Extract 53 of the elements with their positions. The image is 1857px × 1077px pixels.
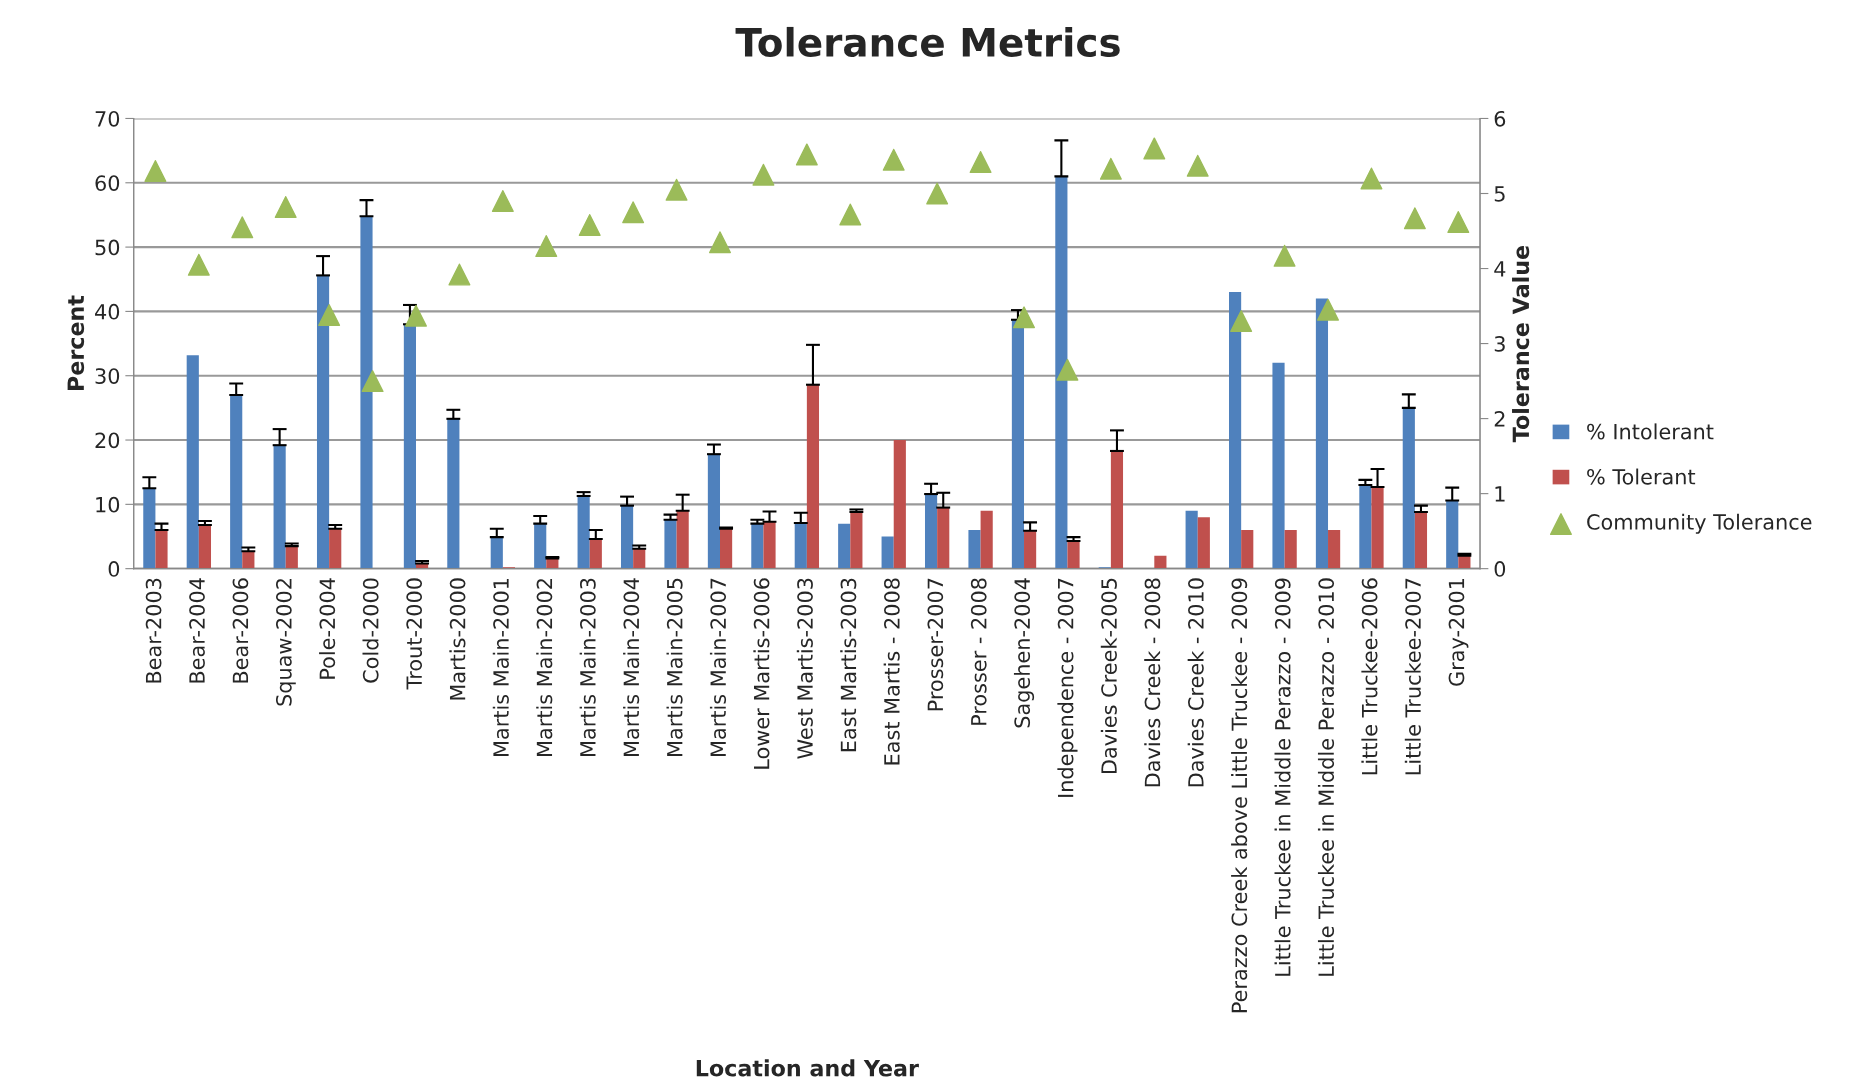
y-tick-label: 30 bbox=[95, 368, 120, 384]
y-tick-label: 0 bbox=[108, 561, 120, 577]
y-tick-label: 20 bbox=[95, 432, 120, 449]
x-tick-label: Martis Main-2004 bbox=[623, 578, 640, 756]
y-tick-label: 10 bbox=[96, 496, 120, 513]
x-tick-label: Perazzo Creek above Little Truckee - 2009 bbox=[1231, 578, 1248, 1013]
y-axis-title: Percent bbox=[67, 295, 85, 391]
x-tick-label: East Martis-2003 bbox=[840, 578, 857, 752]
y-tick-label: 40 bbox=[95, 303, 120, 320]
x-tick-label: Independence - 2007 bbox=[1057, 578, 1078, 797]
y2-axis-title: Tolerance Value bbox=[1512, 245, 1530, 443]
x-tick-label: Squaw-2002 bbox=[275, 579, 296, 706]
x-axis-title: Location and Year bbox=[696, 1059, 919, 1077]
x-tick-label: Cold-2000 bbox=[362, 578, 379, 683]
x-tick-label: Martis-2000 bbox=[449, 578, 466, 700]
x-tick-label: Bear-2004 bbox=[189, 578, 205, 683]
legend-label: % Intolerant bbox=[1587, 423, 1714, 440]
x-tick-label: Bear-2003 bbox=[145, 578, 162, 683]
legend-label: Community Tolerance bbox=[1587, 513, 1812, 534]
x-tick-label: Bear-2006 bbox=[232, 578, 249, 683]
y-tick-label: 70 bbox=[95, 110, 120, 127]
x-tick-label: Martis Main-2001 bbox=[492, 578, 509, 756]
y2-tick-label: 4 bbox=[1494, 261, 1506, 277]
x-tick-label: Little Truckee in Middle Perazzo - 2010 bbox=[1317, 578, 1335, 976]
chart-title: Tolerance Metrics bbox=[735, 26, 1120, 58]
x-tick-label: West Martis-2003 bbox=[796, 578, 813, 759]
x-tick-label: Little Truckee in Middle Perazzo - 2009 bbox=[1274, 578, 1291, 976]
y2-tick-label: 3 bbox=[1494, 336, 1505, 352]
x-tick-label: Martis Main-2002 bbox=[536, 579, 553, 756]
x-tick-label: Trout-2000 bbox=[406, 578, 423, 690]
x-tick-label: Prosser - 2008 bbox=[970, 578, 987, 725]
x-tick-label: East Martis - 2008 bbox=[883, 578, 900, 765]
x-tick-label: Little Truckee-2006 bbox=[1361, 578, 1378, 775]
x-tick-label: Davies Creek - 2010 bbox=[1187, 578, 1204, 787]
x-tick-label: Pole-2004 bbox=[319, 578, 336, 679]
x-tick-label: Prosser-2007 bbox=[927, 578, 944, 711]
x-tick-label: Sagehen-2004 bbox=[1013, 578, 1035, 728]
x-tick-label: Martis Main-2005 bbox=[666, 578, 683, 756]
y2-tick-label: 5 bbox=[1494, 186, 1505, 202]
x-tick-label: Gray-2001 bbox=[1448, 578, 1469, 686]
x-tick-label: Davies Creek-2005 bbox=[1100, 578, 1117, 774]
y-tick-label: 50 bbox=[95, 239, 120, 256]
x-tick-label: Lower Martis-2006 bbox=[753, 578, 770, 769]
legend-label: % Tolerant bbox=[1587, 468, 1696, 485]
y2-tick-label: 2 bbox=[1494, 411, 1505, 427]
y2-tick-label: 1 bbox=[1495, 486, 1505, 502]
y2-tick-label: 6 bbox=[1494, 110, 1506, 127]
y-tick-label: 60 bbox=[95, 175, 120, 191]
x-tick-label: Davies Creek - 2008 bbox=[1144, 578, 1161, 787]
x-tick-label: Martis Main-2003 bbox=[579, 578, 596, 756]
x-tick-label: Little Truckee-2007 bbox=[1404, 578, 1421, 775]
x-tick-label: Martis Main-2007 bbox=[709, 578, 727, 756]
y2-tick-label: 0 bbox=[1494, 561, 1506, 577]
